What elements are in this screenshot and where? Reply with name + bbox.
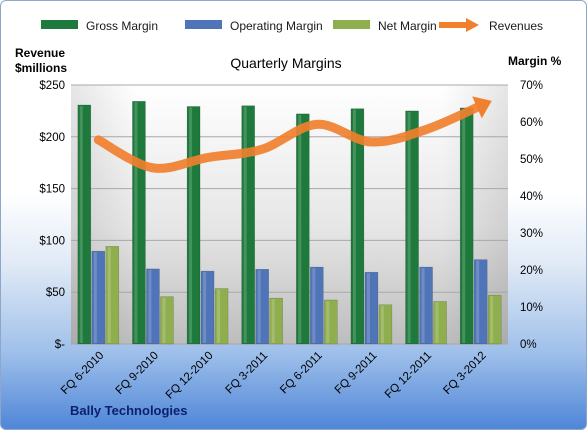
bar-net-margin [160, 296, 174, 345]
legend-label-revenues: Revenues [489, 19, 543, 33]
bar-net-margin [378, 304, 393, 345]
bar-highlight [312, 268, 316, 343]
legend-label-gross-margin: Gross Margin [86, 19, 158, 33]
right-axis-ticks: 0% 10% 20% 30% 40% 50% 60% 70% [520, 80, 543, 351]
bar-operating-margin [200, 270, 215, 345]
bar-highlight [421, 268, 425, 343]
bar-highlight [257, 270, 261, 343]
x-tick-label: FQ 9-2011 [333, 350, 380, 397]
bar-highlight [243, 106, 247, 343]
legend-item-revenues: Revenues [439, 18, 543, 33]
right-tick-label: 60% [520, 117, 543, 129]
bar-gross-margin [132, 101, 146, 345]
bar-operating-margin [146, 268, 160, 345]
bars [77, 101, 502, 345]
bar-highlight [162, 297, 166, 343]
x-tick-label: FQ 12-2010 [164, 350, 216, 402]
bar-highlight [203, 272, 207, 343]
legend-swatch-operating-margin [185, 20, 222, 29]
bar-highlight [490, 296, 494, 343]
x-tick-label: FQ 3-2011 [224, 350, 271, 397]
bar-highlight [79, 105, 83, 343]
left-axis-ticks: $- $50 $100 $150 $200 $250 [39, 80, 65, 351]
left-tick-label: $100 [39, 235, 65, 247]
bar-operating-margin [255, 269, 269, 345]
bar-highlight [380, 305, 384, 343]
legend-arrow-revenues [439, 18, 479, 32]
right-tick-label: 70% [520, 80, 543, 92]
bar-highlight [217, 289, 221, 343]
bar-highlight [107, 247, 111, 343]
bar-gross-margin [405, 110, 419, 345]
left-tick-label: $150 [39, 184, 65, 196]
right-tick-label: 40% [520, 191, 543, 203]
right-tick-label: 50% [520, 154, 543, 166]
bar-operating-margin [473, 259, 488, 345]
left-axis-title-line1: Revenue [15, 46, 65, 60]
bar-highlight [326, 300, 330, 343]
chart-title: Quarterly Margins [230, 55, 341, 71]
bar-highlight [189, 107, 193, 344]
bar-operating-margin [91, 250, 106, 345]
bar-gross-margin [186, 106, 201, 345]
bar-highlight [271, 299, 275, 343]
revenue-line [93, 96, 492, 173]
bar-highlight [476, 260, 480, 343]
bar-net-margin [433, 301, 447, 345]
legend: Gross Margin Operating Margin Net Margin… [41, 18, 543, 33]
revenue-line-path [93, 101, 486, 173]
x-tick-label: FQ 9-2010 [114, 350, 161, 397]
bar-highlight [93, 252, 97, 343]
right-axis-title: Margin % [508, 54, 562, 68]
bar-net-margin [269, 297, 283, 345]
left-tick-label: $50 [46, 287, 65, 299]
x-tick-label: FQ 12-2011 [383, 350, 434, 401]
left-axis-title-line2: $millions [15, 61, 67, 75]
legend-item-gross-margin: Gross Margin [41, 19, 158, 33]
bar-net-margin [324, 299, 338, 345]
bar-highlight [366, 273, 370, 343]
bar-highlight [134, 102, 138, 343]
left-tick-label: $- [55, 339, 65, 351]
right-tick-label: 20% [520, 265, 543, 277]
bar-net-margin [214, 288, 229, 345]
bar-gross-margin [459, 107, 474, 345]
company-name: Bally Technologies [70, 403, 188, 418]
right-tick-label: 10% [520, 302, 543, 314]
x-tick-label: FQ 3-2012 [441, 350, 488, 397]
bar-gross-margin [296, 113, 310, 345]
legend-item-net-margin: Net Margin [333, 19, 437, 33]
revenue-line-arrowhead [472, 96, 492, 119]
legend-label-net-margin: Net Margin [378, 19, 437, 33]
x-axis-ticks: FQ 6-2010 FQ 9-2010 FQ 12-2010 FQ 3-2011 FQ … [59, 350, 489, 402]
bar-gross-margin [350, 108, 365, 345]
bar-operating-margin [310, 266, 324, 345]
bar-gross-margin [241, 105, 255, 345]
bar-highlight [352, 109, 356, 344]
legend-swatch-net-margin [333, 20, 370, 29]
left-tick-label: $200 [39, 132, 65, 144]
bar-highlight [148, 269, 152, 343]
bar-gross-margin [77, 104, 92, 345]
bar-operating-margin [419, 266, 433, 345]
left-tick-label: $250 [39, 80, 65, 92]
legend-label-operating-margin: Operating Margin [230, 19, 323, 33]
x-tick-label: FQ 6-2010 [59, 350, 106, 397]
bar-highlight [462, 108, 466, 343]
right-tick-label: 30% [520, 228, 543, 240]
bar-highlight [298, 114, 302, 343]
bar-net-margin [105, 246, 120, 345]
bar-operating-margin [364, 271, 379, 345]
bar-net-margin [487, 294, 502, 345]
bar-highlight [435, 302, 439, 343]
x-tick-label: FQ 6-2011 [278, 350, 325, 397]
legend-item-operating-margin: Operating Margin [185, 19, 323, 33]
right-tick-label: 0% [520, 339, 537, 351]
legend-swatch-gross-margin [41, 20, 78, 29]
bar-highlight [407, 111, 411, 344]
